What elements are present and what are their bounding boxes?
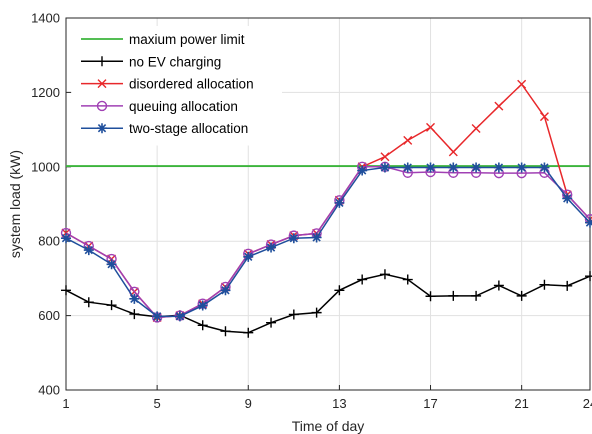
data-point	[471, 123, 481, 133]
legend-item: maxium power limit	[81, 32, 245, 47]
data-point	[152, 311, 163, 322]
data-point	[129, 309, 140, 320]
data-point	[61, 285, 71, 296]
data-point	[585, 271, 592, 282]
data-point	[562, 280, 573, 291]
data-point	[403, 135, 413, 145]
data-point	[426, 122, 436, 132]
data-point	[380, 152, 390, 162]
data-point	[220, 285, 231, 296]
data-point	[243, 251, 254, 262]
series-queuing-allocation	[60, 161, 592, 323]
data-point	[539, 162, 550, 173]
data-point	[243, 327, 254, 338]
data-point	[357, 274, 368, 285]
data-point	[539, 112, 549, 122]
data-point	[288, 309, 299, 320]
data-point	[379, 162, 390, 173]
legend-item: no EV charging	[81, 54, 221, 69]
data-point	[379, 269, 390, 280]
x-tick-label: 24	[583, 396, 592, 411]
data-point	[471, 290, 482, 301]
data-point	[266, 317, 277, 328]
data-point	[516, 162, 527, 173]
x-tick-label: 5	[154, 396, 161, 411]
data-point	[402, 274, 413, 285]
data-point	[585, 217, 592, 228]
legend-swatch-marker	[96, 100, 108, 112]
legend-label: disordered allocation	[129, 77, 254, 92]
data-point	[425, 162, 436, 173]
data-point	[448, 147, 458, 157]
x-tick-label: 21	[514, 396, 528, 411]
legend-swatch-marker	[97, 56, 107, 67]
data-point	[425, 291, 436, 302]
axes	[65, 17, 591, 391]
data-point	[334, 197, 345, 208]
data-point	[517, 79, 527, 89]
legend-box	[72, 26, 282, 146]
legend: maxium power limit no EV charging disorder…	[72, 26, 282, 146]
y-tick-label: 800	[38, 234, 60, 249]
series-line	[65, 166, 591, 319]
y-axis-label: system load (kW)	[7, 150, 23, 258]
y-tick-label: 1400	[31, 11, 60, 26]
data-point	[493, 162, 504, 173]
data-point	[197, 300, 208, 311]
data-point	[197, 320, 208, 331]
y-tick-label: 1000	[31, 159, 60, 174]
legend-label: no EV charging	[129, 54, 221, 69]
x-tick-label: 1	[62, 396, 69, 411]
x-tick-label: 9	[245, 396, 252, 411]
data-point	[539, 279, 550, 290]
legend-label: two-stage allocation	[129, 121, 248, 136]
data-point	[357, 165, 368, 176]
data-point	[311, 307, 322, 318]
legend-item: disordered allocation	[81, 77, 254, 92]
data-point	[448, 162, 459, 173]
data-point	[174, 311, 185, 322]
data-point	[311, 232, 322, 243]
data-point	[220, 326, 231, 337]
data-point	[471, 162, 482, 173]
data-point	[493, 280, 504, 291]
legend-swatch-marker	[97, 79, 107, 89]
data-point	[83, 245, 94, 256]
tick-labels: 1 5 9 13 17 21 24 400 600 800 1000 1200 1400	[31, 11, 592, 412]
y-tick-label: 600	[38, 308, 60, 323]
x-tick-label: 17	[423, 396, 437, 411]
data-point	[61, 233, 71, 244]
data-point	[129, 293, 140, 304]
series-line	[65, 166, 591, 318]
data-point	[562, 193, 573, 204]
data-point	[402, 162, 413, 173]
data-point	[288, 233, 299, 244]
data-point	[448, 290, 459, 301]
plot-frame	[65, 17, 591, 391]
legend-item: queuing allocation	[81, 99, 238, 114]
y-tick-label: 400	[38, 383, 60, 398]
data-point	[516, 290, 527, 301]
data-point	[106, 300, 117, 311]
data-point	[266, 242, 277, 253]
x-axis-label: Time of day	[292, 418, 365, 434]
data-point	[494, 101, 504, 111]
series-two-stage-allocation	[61, 162, 592, 322]
legend-item: two-stage allocation	[81, 121, 248, 136]
data-point	[334, 285, 345, 296]
series-layer	[60, 79, 592, 338]
x-tick-label: 13	[332, 396, 346, 411]
legend-label: maxium power limit	[129, 32, 245, 47]
legend-swatch-marker	[97, 123, 107, 134]
data-point	[106, 259, 117, 270]
data-point	[83, 297, 94, 308]
y-tick-label: 1200	[31, 85, 60, 100]
legend-label: queuing allocation	[129, 99, 238, 114]
